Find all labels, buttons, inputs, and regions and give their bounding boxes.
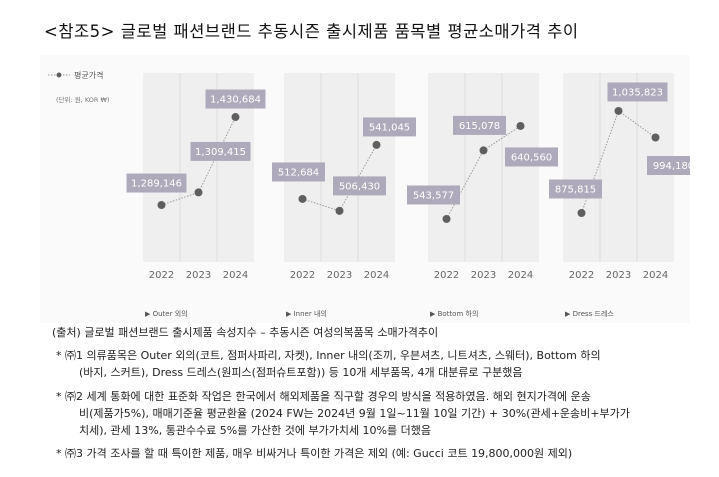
source-note: (출처) 글로벌 패션브랜드 출시제품 속성지수 – 추동시즌 여성의복품목 소… bbox=[52, 326, 439, 339]
legend-label: 평균가격 bbox=[74, 70, 103, 80]
note-2a: * ㈜2 세계 통화에 대한 표준화 작업은 한국에서 해외제품을 직구할 경우… bbox=[56, 390, 591, 403]
chart-area: 평균가격 (단위: 원, KOR ₩) 1,289,146 2022 1,309,415… bbox=[40, 55, 690, 323]
data-label: 994,180 bbox=[653, 161, 690, 172]
series-line bbox=[302, 144, 377, 212]
x-tick-label: 2024 bbox=[223, 270, 248, 281]
data-label-box bbox=[407, 185, 460, 205]
x-tick-label: 2023 bbox=[186, 270, 211, 281]
data-label-box bbox=[272, 162, 325, 182]
panel-title: ▶ Bottom 하의 bbox=[430, 309, 478, 318]
data-point bbox=[614, 106, 623, 115]
data-label-box bbox=[363, 117, 416, 137]
data-point bbox=[157, 201, 166, 210]
data-point bbox=[479, 146, 488, 155]
x-tick-label: 2023 bbox=[471, 270, 496, 281]
x-tick-label: 2023 bbox=[606, 270, 631, 281]
data-point bbox=[442, 214, 451, 223]
data-point bbox=[372, 140, 381, 149]
data-point bbox=[651, 133, 660, 142]
chart-svg: 평균가격 (단위: 원, KOR ₩) 1,289,146 2022 1,309,415… bbox=[48, 70, 690, 318]
data-label: 1,289,146 bbox=[131, 179, 182, 190]
x-tick-label: 2024 bbox=[508, 270, 533, 281]
panel-background bbox=[428, 73, 539, 262]
data-point bbox=[231, 113, 240, 122]
note-2c: 치세), 관세 13%, 통관수수료 5%를 가산한 것에 부가가치세 10%를… bbox=[79, 424, 431, 437]
x-tick-label: 2022 bbox=[149, 270, 174, 281]
data-label: 506,430 bbox=[339, 181, 380, 192]
x-tick-label: 2024 bbox=[364, 270, 389, 281]
data-label-box bbox=[453, 115, 506, 135]
note-1b: (바지, 스커트), Dress 드레스(원피스(점퍼슈트포함)) 등 10개 … bbox=[79, 366, 523, 379]
data-label: 543,577 bbox=[413, 190, 454, 201]
data-label-box bbox=[333, 176, 386, 196]
note-3: * ㈜3 가격 조사를 할 때 특이한 제품, 매우 비싸거나 특이한 가격은 … bbox=[56, 447, 573, 460]
x-tick-label: 2022 bbox=[290, 270, 315, 281]
data-label: 1,309,415 bbox=[195, 147, 246, 158]
data-label: 615,078 bbox=[459, 121, 500, 132]
note-2b: 비(제품가5%), 매매기준율 평균환율 (2024 FW는 2024년 9월 … bbox=[79, 407, 630, 420]
data-point bbox=[335, 206, 344, 215]
x-tick-label: 2022 bbox=[434, 270, 459, 281]
unit-note: (단위: 원, KOR ₩) bbox=[56, 95, 109, 104]
data-point bbox=[516, 121, 525, 130]
x-tick-label: 2023 bbox=[327, 270, 352, 281]
x-tick-label: 2022 bbox=[569, 270, 594, 281]
data-label-box bbox=[607, 82, 668, 102]
data-label-box bbox=[190, 141, 251, 161]
data-label: 1,035,823 bbox=[612, 87, 663, 98]
x-tick-label: 2024 bbox=[643, 270, 668, 281]
data-point bbox=[298, 194, 307, 203]
panel-title: ▶ Outer 외의 bbox=[145, 309, 188, 318]
panel-title: ▶ Dress 드레스 bbox=[565, 309, 614, 318]
data-point bbox=[577, 209, 586, 218]
data-label-box bbox=[205, 89, 266, 109]
data-label: 541,045 bbox=[369, 122, 410, 133]
data-label-box bbox=[505, 147, 558, 167]
legend-marker bbox=[56, 72, 62, 78]
data-label: 875,815 bbox=[555, 185, 596, 196]
data-label-box bbox=[126, 173, 187, 193]
data-point bbox=[194, 188, 203, 197]
data-label-box bbox=[549, 179, 602, 199]
data-label: 640,560 bbox=[511, 152, 552, 163]
data-label-box bbox=[647, 156, 690, 176]
data-label: 1,430,684 bbox=[210, 95, 261, 106]
page-title: <참조5> 글로벌 패션브랜드 추동시즌 출시제품 품목별 평균소매가격 추이 bbox=[44, 22, 579, 41]
data-label: 512,684 bbox=[278, 167, 319, 178]
panel-title: ▶ Inner 내의 bbox=[286, 309, 327, 318]
note-1a: * ㈜1 의류품목은 Outer 외의(코트, 점퍼사파리, 자켓), Inne… bbox=[56, 349, 601, 362]
